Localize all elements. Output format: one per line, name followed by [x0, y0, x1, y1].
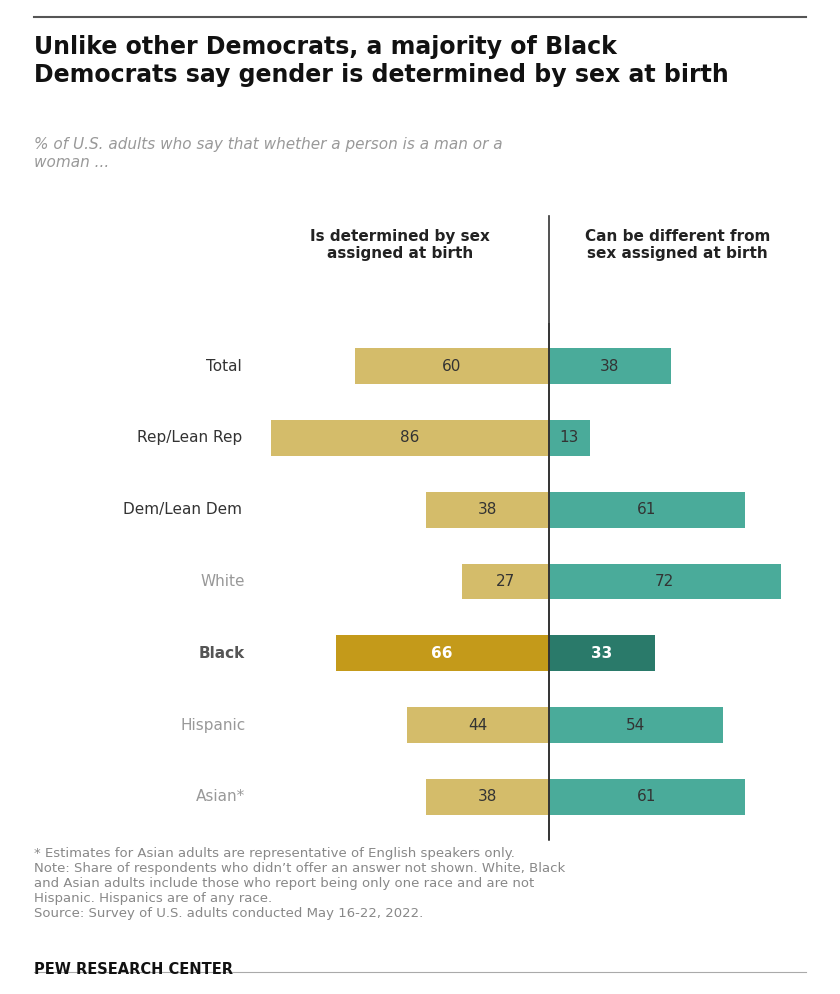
- Text: 66: 66: [432, 646, 453, 661]
- Text: Asian*: Asian*: [196, 789, 245, 804]
- Bar: [461, 564, 549, 599]
- Bar: [549, 707, 722, 743]
- Text: 44: 44: [468, 718, 487, 733]
- Text: 38: 38: [478, 502, 497, 517]
- Text: Is determined by sex
assigned at birth: Is determined by sex assigned at birth: [310, 229, 491, 261]
- Text: 61: 61: [638, 502, 657, 517]
- Text: 33: 33: [591, 646, 612, 661]
- Text: 72: 72: [655, 574, 675, 589]
- Text: 38: 38: [478, 789, 497, 804]
- Text: Unlike other Democrats, a majority of Black
Democrats say gender is determined b: Unlike other Democrats, a majority of Bl…: [34, 35, 728, 86]
- Text: 60: 60: [442, 359, 461, 374]
- Bar: [271, 419, 549, 456]
- Bar: [336, 635, 549, 671]
- Text: 38: 38: [600, 359, 619, 374]
- Bar: [407, 707, 549, 743]
- Text: Total: Total: [206, 359, 242, 374]
- Text: 27: 27: [496, 574, 515, 589]
- Text: * Estimates for Asian adults are representative of English speakers only.
Note: : * Estimates for Asian adults are represe…: [34, 847, 564, 919]
- Bar: [549, 779, 745, 815]
- Bar: [549, 635, 655, 671]
- Bar: [549, 348, 671, 384]
- Text: White: White: [201, 574, 245, 589]
- Bar: [426, 779, 549, 815]
- Bar: [549, 492, 745, 528]
- Text: 86: 86: [400, 430, 420, 445]
- Text: Rep/Lean Rep: Rep/Lean Rep: [137, 430, 242, 445]
- Bar: [549, 564, 780, 599]
- Text: 13: 13: [559, 430, 579, 445]
- Bar: [549, 419, 591, 456]
- Text: Can be different from
sex assigned at birth: Can be different from sex assigned at bi…: [585, 229, 770, 261]
- Text: 54: 54: [626, 718, 645, 733]
- Text: % of U.S. adults who say that whether a person is a man or a
woman ...: % of U.S. adults who say that whether a …: [34, 137, 502, 170]
- Text: 61: 61: [638, 789, 657, 804]
- Bar: [355, 348, 549, 384]
- Bar: [426, 492, 549, 528]
- Text: Black: Black: [199, 646, 245, 661]
- Text: Hispanic: Hispanic: [180, 718, 245, 733]
- Text: PEW RESEARCH CENTER: PEW RESEARCH CENTER: [34, 962, 233, 977]
- Text: Dem/Lean Dem: Dem/Lean Dem: [123, 502, 242, 517]
